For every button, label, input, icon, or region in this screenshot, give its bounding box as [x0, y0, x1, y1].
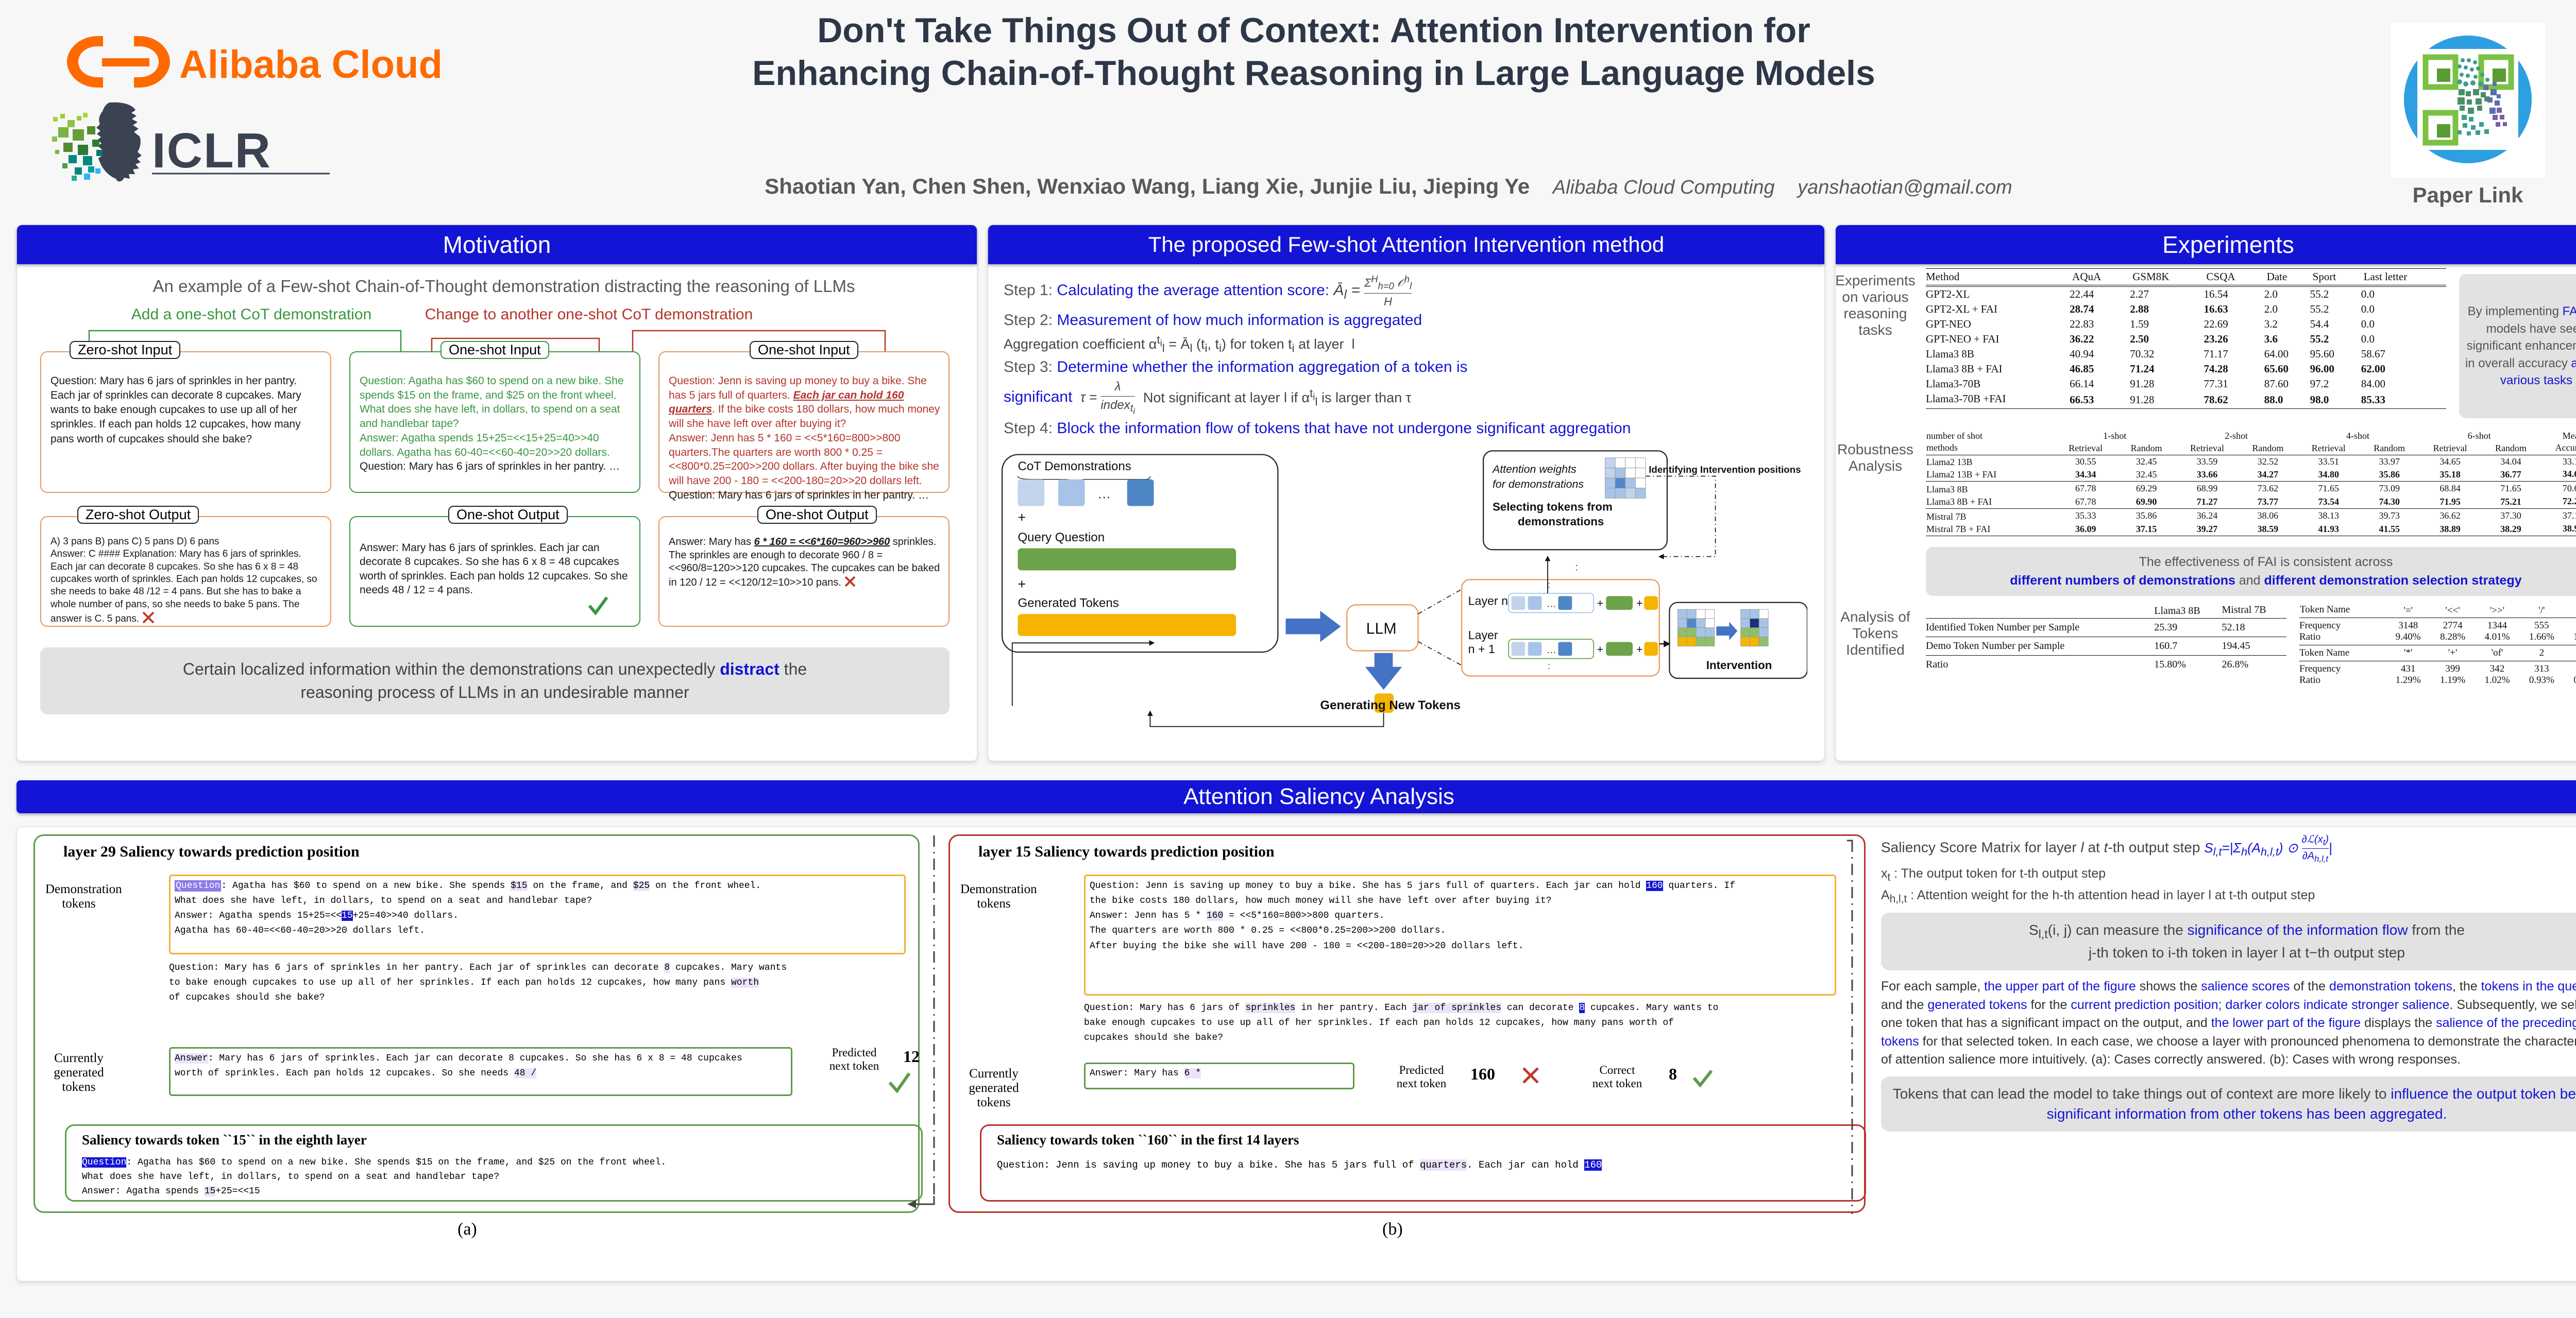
svg-text:Attention weights: Attention weights [1492, 463, 1577, 475]
svg-text:n + 1: n + 1 [1468, 642, 1495, 656]
svg-text:demonstrations: demonstrations [1518, 515, 1604, 528]
svg-text:Layer n: Layer n [1468, 594, 1508, 607]
svg-text:+: + [1018, 510, 1026, 525]
svg-text::: : [1575, 561, 1578, 573]
svg-text:Generated Tokens: Generated Tokens [1018, 596, 1118, 610]
svg-text:Identifying Intervention posit: Identifying Intervention positions [1649, 464, 1801, 475]
svg-text:+: + [1636, 597, 1643, 610]
svg-text:…: … [1097, 486, 1111, 501]
svg-text:…: … [1546, 598, 1556, 610]
svg-text:Generating New Tokens: Generating New Tokens [1320, 698, 1461, 712]
svg-text:Query Question: Query Question [1018, 530, 1105, 544]
svg-text:+: + [1636, 643, 1643, 656]
svg-text:…: … [1546, 644, 1556, 656]
svg-text:+: + [1597, 643, 1603, 656]
svg-text:Layer: Layer [1468, 628, 1498, 642]
svg-text:ICLR: ICLR [152, 123, 272, 178]
svg-text:LLM: LLM [1366, 620, 1397, 637]
svg-text:for demonstrations: for demonstrations [1493, 478, 1584, 490]
svg-text:Alibaba Cloud: Alibaba Cloud [179, 43, 443, 87]
svg-text:+: + [1018, 576, 1026, 592]
svg-text:Intervention: Intervention [1706, 659, 1772, 672]
svg-text:+: + [1597, 597, 1603, 610]
svg-text::: : [1548, 661, 1550, 671]
svg-text:CoT Demonstrations: CoT Demonstrations [1018, 459, 1131, 473]
svg-text:Selecting tokens from: Selecting tokens from [1493, 500, 1613, 513]
